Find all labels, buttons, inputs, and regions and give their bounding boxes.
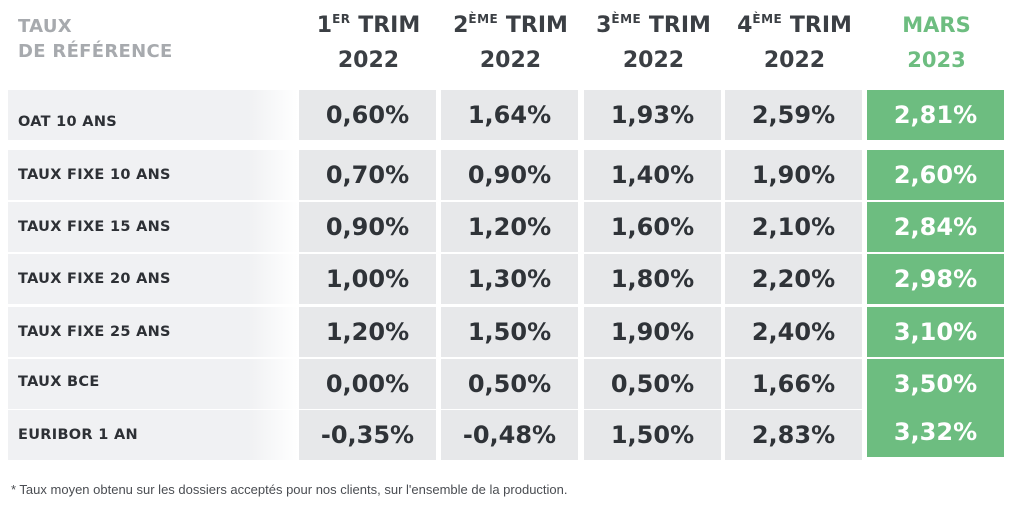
rate-cell: 1,20% <box>441 202 578 252</box>
rate-cell: -0,35% <box>299 410 436 460</box>
column-year: 2022 <box>763 48 826 73</box>
rate-cell-highlighted: 3,10% <box>867 307 1004 357</box>
row-label: TAUX FIXE 15 ANS <box>18 219 171 235</box>
row-label: TAUX FIXE 10 ANS <box>18 167 171 183</box>
column-year: 2022 <box>337 48 400 73</box>
rate-cell: 0,90% <box>441 150 578 200</box>
table-corner-title: TAUX DE RÉFÉRENCE <box>18 14 173 64</box>
column-number: 4 <box>737 13 753 38</box>
column-number: 3 <box>596 13 612 38</box>
rate-cell-highlighted: 2,60% <box>867 150 1004 200</box>
rate-cell-highlighted: 3,32% <box>867 407 1004 457</box>
rate-cell: 1,30% <box>441 254 578 304</box>
row-label: TAUX FIXE 25 ANS <box>18 324 171 340</box>
column-header-q1-2022: 1ER TRIM 2022 <box>298 8 439 78</box>
footnote: * Taux moyen obtenu sur les dossiers acc… <box>11 482 568 497</box>
rate-cell: 2,83% <box>725 410 862 460</box>
column-label: TRIM <box>641 13 711 38</box>
rate-cell: 2,59% <box>725 90 862 140</box>
rate-cell: 1,90% <box>725 150 862 200</box>
rate-cell: 2,20% <box>725 254 862 304</box>
column-header-q3-2022: 3ÈME TRIM 2022 <box>583 8 724 78</box>
rate-cell: 0,50% <box>584 359 721 409</box>
column-label: TRIM <box>782 13 852 38</box>
rate-cell: 1,60% <box>584 202 721 252</box>
column-number: 1 <box>316 13 333 38</box>
rate-cell: 0,70% <box>299 150 436 200</box>
column-header-q4-2022: 4ÈME TRIM 2022 <box>724 8 865 78</box>
corner-title-line-2: DE RÉFÉRENCE <box>18 41 173 62</box>
column-header-march-2023: MARS 2023 <box>866 8 1007 78</box>
rate-cell-highlighted: 2,84% <box>867 202 1004 252</box>
rate-cell: 0,50% <box>441 359 578 409</box>
row-label: OAT 10 ANS <box>18 114 117 130</box>
column-header-q2-2022: 2ÈME TRIM 2022 <box>440 8 581 78</box>
rate-cell: 1,00% <box>299 254 436 304</box>
column-label: TRIM <box>350 13 421 38</box>
column-ordinal-suffix: ER <box>332 12 351 26</box>
column-ordinal-suffix: ÈME <box>468 12 499 26</box>
corner-title-line-1: TAUX <box>18 16 72 37</box>
rate-cell: 1,64% <box>441 90 578 140</box>
rate-cell: 1,40% <box>584 150 721 200</box>
rate-cell: 2,40% <box>725 307 862 357</box>
column-label: TRIM <box>498 13 568 38</box>
column-ordinal-suffix: ÈME <box>752 12 783 26</box>
row-label: TAUX FIXE 20 ANS <box>18 271 171 287</box>
rate-cell: 1,90% <box>584 307 721 357</box>
rate-cell: 0,90% <box>299 202 436 252</box>
row-label: TAUX BCE <box>18 374 100 390</box>
rate-cell-highlighted: 2,81% <box>867 90 1004 140</box>
rate-cell: 1,50% <box>441 307 578 357</box>
column-label: MARS <box>902 13 971 37</box>
rate-cell: 1,80% <box>584 254 721 304</box>
column-ordinal-suffix: ÈME <box>611 12 642 26</box>
column-number: 2 <box>453 13 469 38</box>
rate-cell: -0,48% <box>441 410 578 460</box>
rate-cell: 0,00% <box>299 359 436 409</box>
rate-cell: 1,66% <box>725 359 862 409</box>
column-year: 2022 <box>622 48 685 73</box>
rate-cell-highlighted: 2,98% <box>867 254 1004 304</box>
column-year: 2022 <box>479 48 542 73</box>
rate-cell: 1,93% <box>584 90 721 140</box>
rate-cell: 1,50% <box>584 410 721 460</box>
row-label: EURIBOR 1 AN <box>18 427 138 443</box>
rate-cell: 0,60% <box>299 90 436 140</box>
rate-cell: 1,20% <box>299 307 436 357</box>
rate-cell-highlighted: 3,50% <box>867 359 1004 409</box>
rate-cell: 2,10% <box>725 202 862 252</box>
column-year: 2023 <box>907 48 966 72</box>
